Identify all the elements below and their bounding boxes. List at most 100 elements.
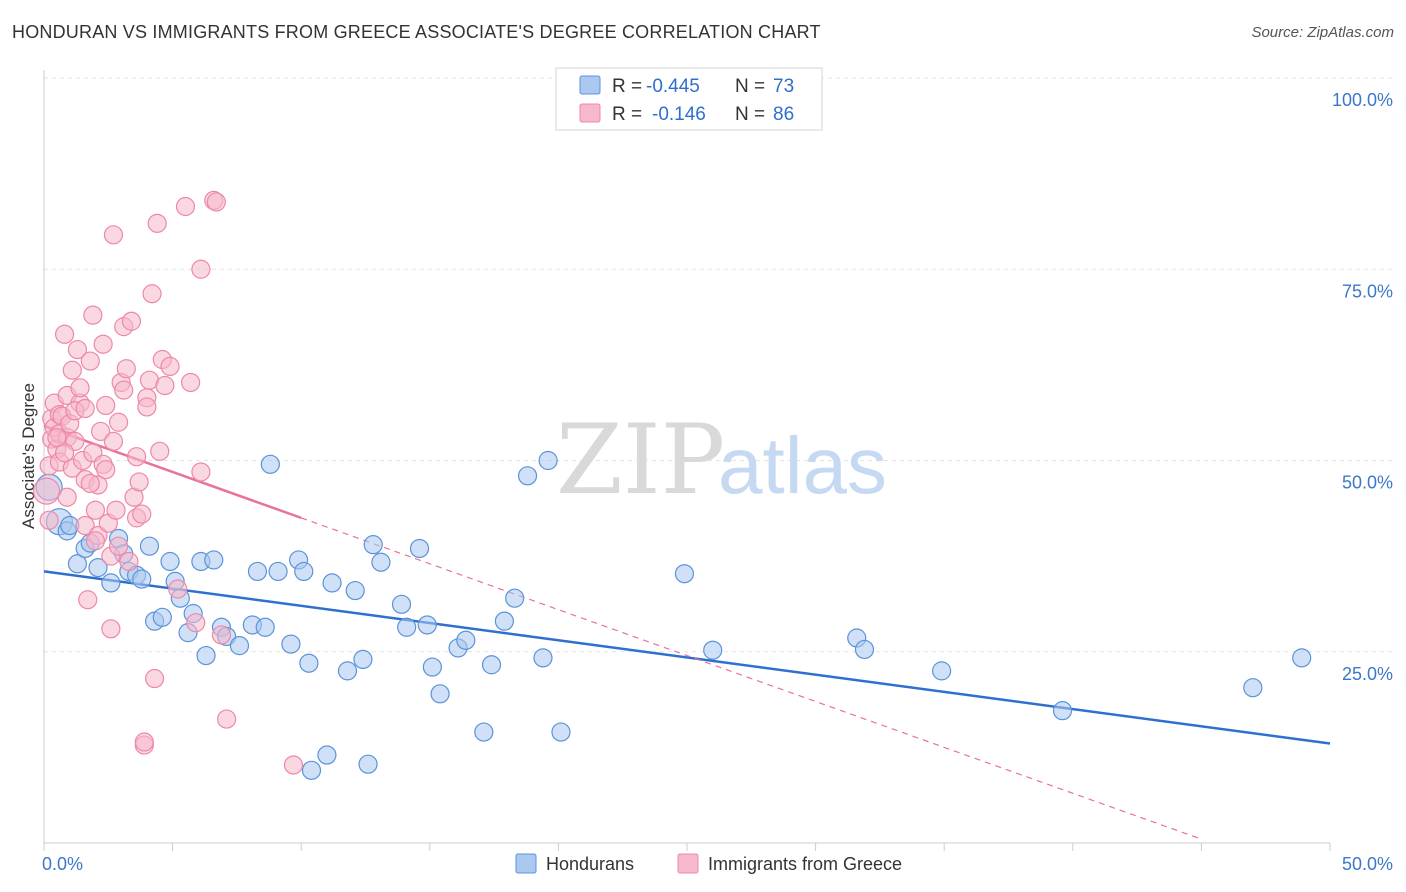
grid — [44, 77, 1392, 653]
greece-point — [114, 380, 134, 400]
greece-point — [57, 487, 77, 507]
legend-r-value-2: -0.146 — [652, 104, 706, 125]
honduran-point — [260, 454, 280, 474]
greece-point — [32, 477, 61, 505]
legend-n-label-1: N = — [735, 76, 765, 97]
chart-title: HONDURAN VS IMMIGRANTS FROM GREECE ASSOC… — [12, 22, 821, 42]
watermark: ZIP atlas — [556, 404, 887, 516]
honduran-point — [317, 745, 337, 765]
bottom-legend-label-hondurans: Hondurans — [546, 854, 634, 874]
honduran-point — [301, 760, 322, 780]
greece-point — [126, 447, 147, 467]
greece-point — [96, 395, 116, 416]
legend-n-value-2: 86 — [773, 104, 794, 125]
honduran-point — [417, 615, 437, 635]
data-points — [32, 190, 1312, 780]
greece-point — [137, 397, 157, 417]
honduran-point — [247, 561, 268, 582]
greece-point — [108, 412, 129, 432]
greece-point — [47, 427, 67, 448]
honduran-point — [409, 538, 430, 559]
honduran-point — [533, 648, 553, 668]
honduran-point — [255, 617, 275, 637]
watermark-atlas: atlas — [718, 421, 887, 510]
honduran-point — [1243, 678, 1263, 698]
greece-point — [62, 360, 82, 380]
honduran-point — [391, 594, 412, 614]
honduran-point — [152, 607, 172, 627]
honduran-point — [363, 535, 383, 555]
honduran-point — [674, 564, 695, 584]
greece-point — [67, 339, 88, 360]
legend-r-label-2: R = — [612, 104, 642, 125]
y-axis-title: Associate's Degree — [19, 383, 38, 529]
greece-point — [155, 375, 175, 396]
honduran-point — [371, 552, 391, 572]
greece-point — [54, 324, 75, 344]
greece-point — [85, 531, 106, 551]
x-tick-label-min: 0.0% — [42, 854, 83, 874]
honduran-point — [322, 573, 342, 593]
greece-point — [85, 500, 106, 520]
honduran-point — [294, 561, 314, 582]
greece-point — [211, 625, 232, 645]
honduran-point — [196, 645, 216, 666]
greece-point — [103, 225, 124, 245]
honduran-point — [1292, 648, 1312, 668]
greece-point — [90, 421, 111, 442]
greece-point — [121, 311, 142, 331]
y-tick-label: 25.0% — [1342, 664, 1393, 684]
honduran-point — [299, 653, 319, 673]
trendlines — [43, 424, 1331, 840]
source-label: Source: ZipAtlas.com — [1251, 24, 1394, 41]
greece-point — [168, 579, 188, 599]
honduran-point — [281, 634, 301, 654]
legend: R = -0.445 N = 73 R = -0.146 N = 86 — [555, 67, 823, 131]
greece-point — [150, 441, 170, 461]
greece-point — [175, 196, 196, 217]
honduran-point — [456, 630, 476, 650]
y-tick-labels: 25.0% 50.0% 75.0% 100.0% — [1332, 90, 1393, 684]
honduran-point — [229, 636, 250, 656]
greece-point — [283, 755, 304, 775]
greece-point — [101, 619, 121, 639]
honduran-point — [854, 639, 875, 660]
honduran-point — [358, 754, 378, 774]
y-tick-label: 100.0% — [1332, 90, 1393, 110]
honduran-point — [268, 561, 288, 582]
greece-point — [191, 462, 211, 482]
legend-r-value-1: -0.445 — [646, 76, 700, 97]
legend-swatch-hondurans — [579, 75, 601, 95]
greece-trendline-extension — [300, 517, 1202, 840]
greece-point — [181, 372, 201, 393]
greece-point — [129, 472, 149, 492]
honduran-point — [132, 569, 152, 589]
honduran-point — [538, 450, 558, 471]
honduran-point — [345, 580, 365, 601]
greece-point — [134, 732, 154, 752]
honduran-point — [101, 573, 121, 593]
greece-point — [160, 356, 180, 377]
honduran-point — [1052, 701, 1073, 721]
honduran-point — [88, 557, 108, 578]
honduran-point — [494, 611, 514, 631]
bottom-legend-label-greece: Immigrants from Greece — [708, 854, 902, 874]
greece-point — [191, 259, 211, 279]
honduran-point — [474, 722, 494, 742]
legend-swatch-greece — [579, 103, 601, 123]
legend-r-label-1: R = — [612, 76, 642, 97]
honduran-point — [67, 554, 88, 574]
greece-point — [39, 510, 59, 530]
honduran-point — [422, 657, 442, 677]
y-tick-label: 50.0% — [1342, 473, 1393, 493]
honduran-point — [505, 588, 525, 608]
honduran-point — [703, 640, 723, 660]
greece-point — [80, 351, 100, 371]
greece-point — [144, 668, 165, 689]
greece-point — [116, 359, 136, 379]
greece-point — [103, 431, 124, 451]
greece-point — [80, 473, 100, 494]
axes — [43, 70, 1331, 851]
watermark-zip: ZIP — [556, 404, 725, 516]
